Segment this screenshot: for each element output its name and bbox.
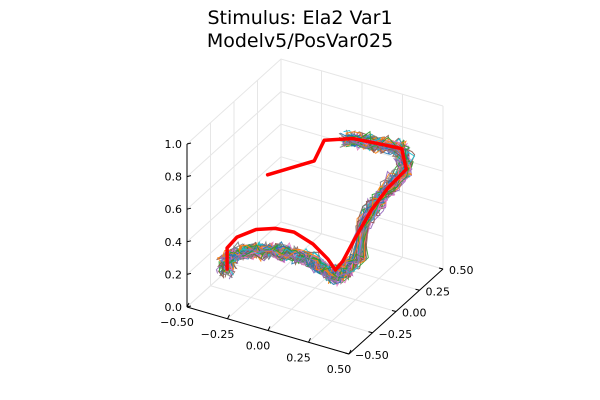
z-tick-mark: [186, 175, 192, 178]
axis-layer: [186, 142, 444, 355]
y-tick-mark: [368, 331, 373, 334]
z-tick-label: 1.0: [165, 138, 183, 151]
chart-title-line-1: Stimulus: Ela2 Var1: [207, 7, 393, 29]
z-tick-label: 0.8: [165, 171, 183, 184]
x-tick-label: −0.50: [160, 316, 194, 329]
x-tick-mark: [308, 338, 311, 343]
stimulus-trajectory: [225, 136, 408, 272]
grid-layer: [186, 58, 444, 355]
y-tick-mark: [438, 267, 444, 270]
x-tick-label: −0.25: [201, 328, 235, 341]
x-tick-mark: [267, 326, 271, 331]
z-tick-label: 0.2: [165, 268, 183, 281]
x-tick-label: 0.00: [246, 340, 271, 353]
y-tick-label: 0.50: [449, 264, 474, 277]
grid-line-z: [186, 123, 444, 210]
trial-trajectory: [225, 130, 411, 279]
grid-line-z: [186, 188, 444, 275]
x-tick-label: 0.50: [327, 363, 352, 376]
grid-line-x: [308, 94, 403, 343]
z-tick-mark: [186, 207, 192, 210]
x-tick-mark: [348, 349, 352, 355]
y-tick-mark: [415, 288, 420, 291]
z-tick-mark: [186, 272, 192, 275]
z-tick-mark: [186, 240, 192, 243]
z-tick-mark: [186, 305, 192, 308]
chart-title-line-2: Modelv5/PosVar025: [206, 30, 394, 52]
y-tick-mark: [391, 310, 397, 312]
y-tick-label: −0.50: [355, 349, 389, 362]
z-tick-label: 0.6: [165, 203, 183, 216]
z-tick-label: 0.4: [165, 236, 183, 249]
z-tick-label: 0.0: [165, 301, 183, 314]
x-tick-label: 0.25: [286, 351, 311, 364]
y-tick-label: −0.25: [379, 328, 413, 341]
y-tick-label: 0.00: [402, 307, 427, 320]
grid-line-z: [186, 58, 444, 145]
y-tick-mark: [344, 352, 350, 355]
x-tick-mark: [186, 302, 190, 308]
grid-line-z: [186, 221, 444, 308]
y-tick-label: 0.25: [426, 285, 451, 298]
grid-line-z: [186, 91, 444, 177]
tick-labels: −0.50−0.250.000.250.50−0.50−0.250.000.25…: [160, 138, 473, 376]
x-tick-mark: [227, 314, 230, 319]
trial-trajectory: [226, 137, 416, 282]
z-tick-mark: [186, 142, 192, 145]
grid-line-x: [267, 82, 363, 331]
stimulus-path: [225, 136, 408, 272]
trial-trajectories: [215, 129, 416, 288]
grid-line-y: [210, 122, 373, 334]
